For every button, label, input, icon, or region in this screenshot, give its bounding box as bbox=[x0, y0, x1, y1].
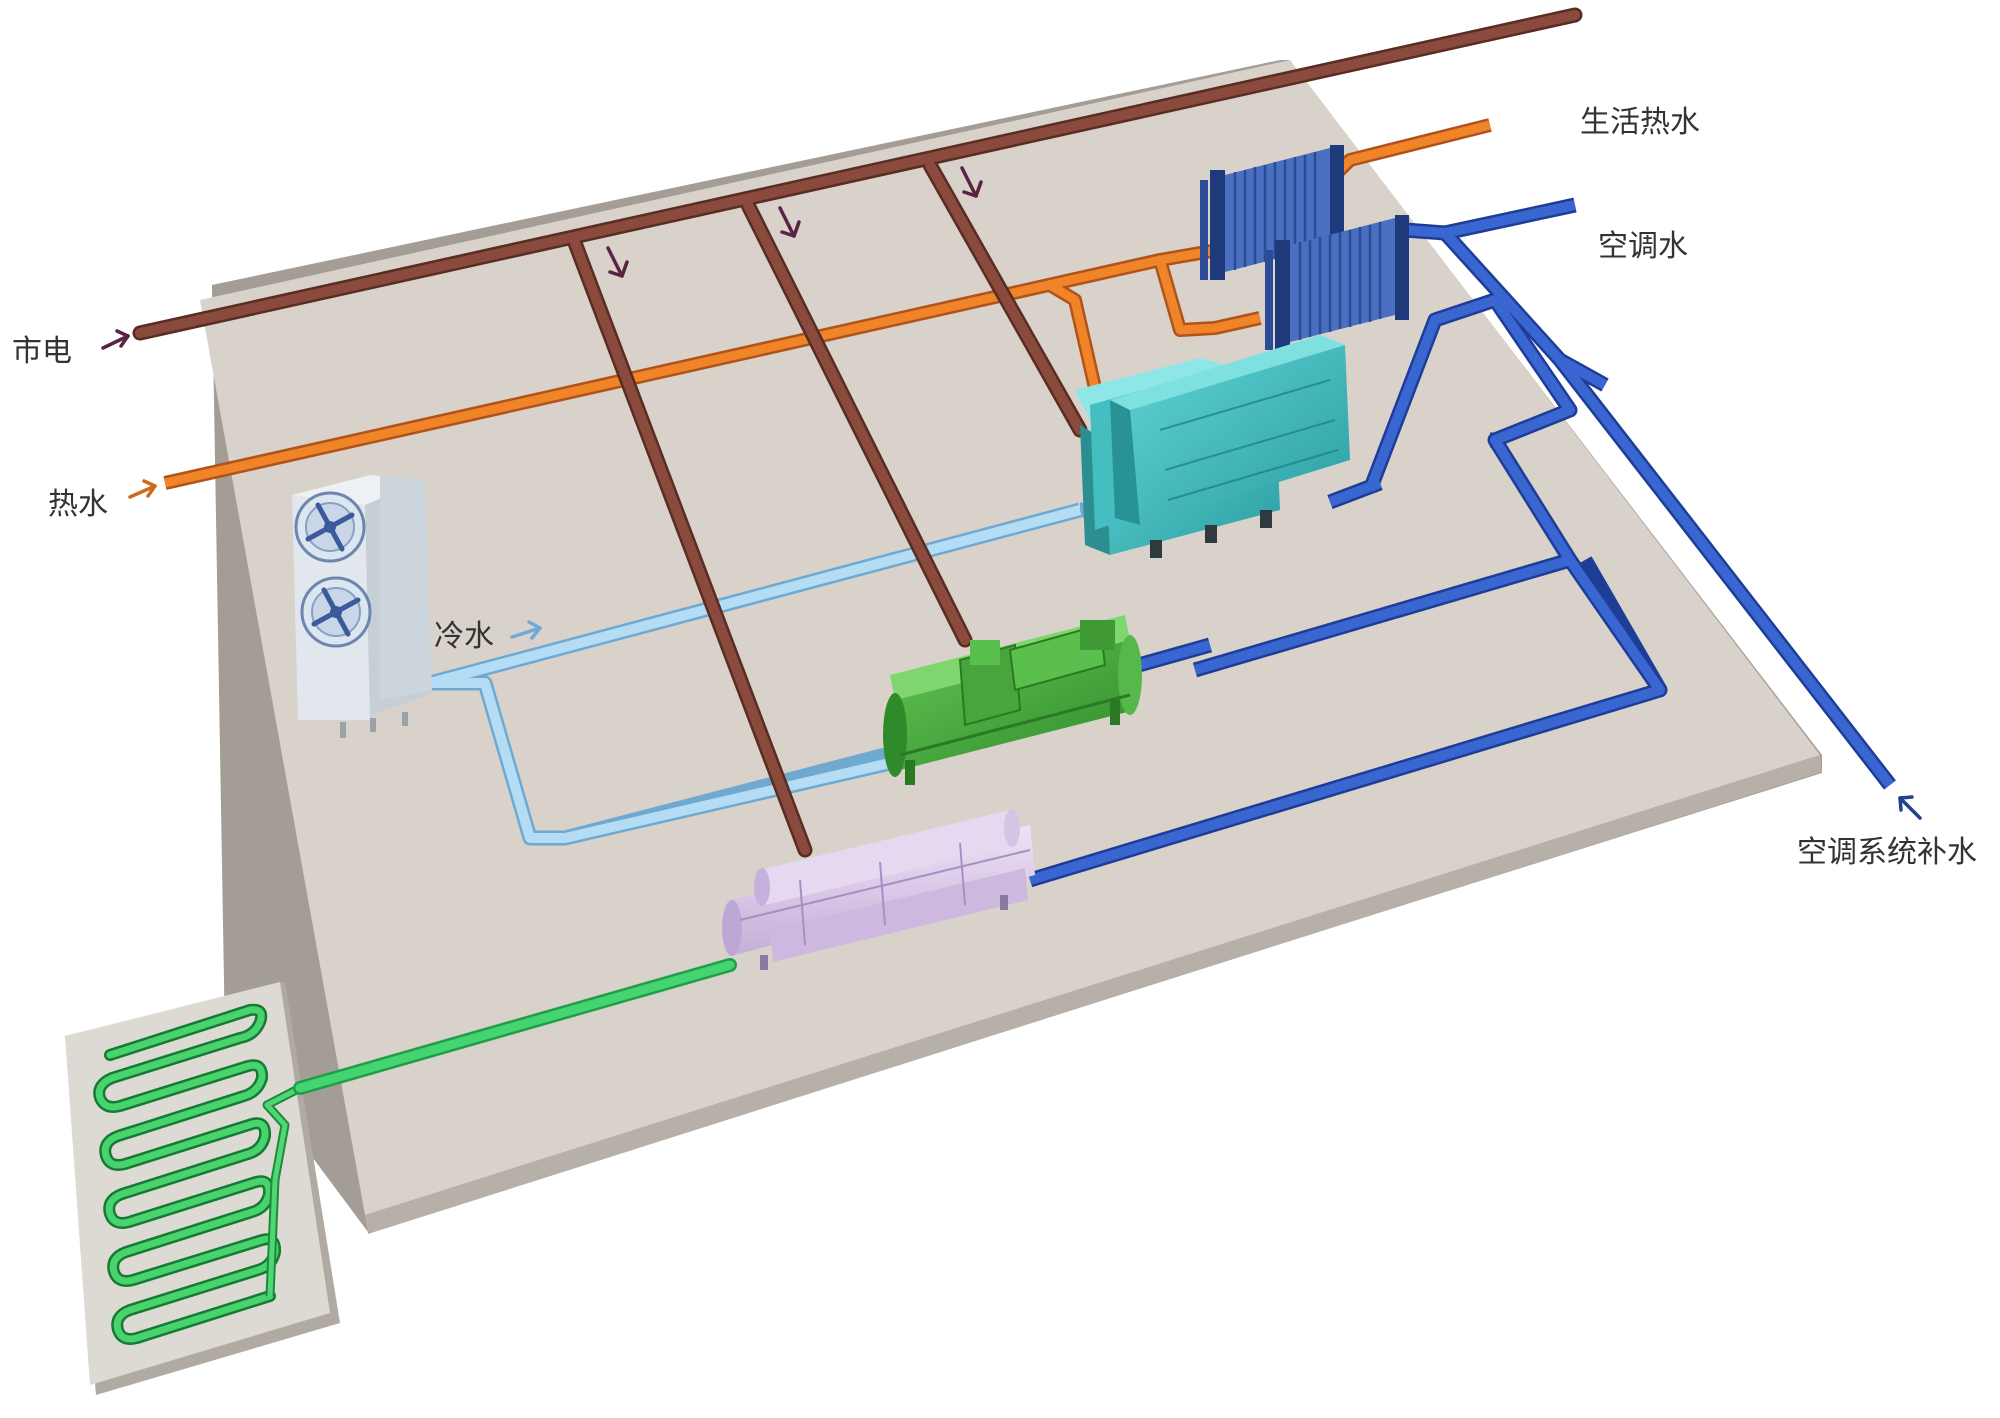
ground-source-pipe bbox=[293, 958, 737, 1095]
down-arrow-icon bbox=[778, 206, 801, 238]
city-power-label: 市电 bbox=[12, 334, 72, 369]
ac-makeup-water-label: 空调系统补水 bbox=[1797, 835, 1977, 870]
ac-water-label: 空调水 bbox=[1598, 229, 1688, 264]
plate-heat-exchanger-icon bbox=[1265, 215, 1409, 350]
label-arrows bbox=[101, 329, 1922, 820]
city-power-cables bbox=[132, 7, 1583, 858]
down-arrow-icon bbox=[606, 246, 629, 278]
hot-water-label: 热水 bbox=[48, 487, 108, 522]
ac-water-pipes bbox=[1027, 197, 1896, 888]
cold-water-label: 冷水 bbox=[434, 619, 494, 654]
absorption-chiller-icon bbox=[1075, 335, 1350, 558]
power-flow-arrows bbox=[606, 166, 983, 278]
fan-icon bbox=[300, 576, 372, 648]
fan-icon bbox=[294, 491, 366, 563]
plate-heat-exchanger-icon bbox=[1200, 145, 1344, 280]
ground-loop-panel bbox=[65, 982, 340, 1395]
screw-chiller-icon bbox=[883, 615, 1142, 785]
city-power-arrow-icon bbox=[101, 329, 130, 350]
domestic-hot-water-label: 生活热水 bbox=[1580, 105, 1700, 140]
cooling-tower bbox=[292, 475, 432, 738]
cold-water-arrow-icon bbox=[510, 620, 542, 640]
platform-top bbox=[200, 60, 1820, 1215]
ground-source-heat-pump-icon bbox=[722, 809, 1035, 970]
ac-makeup-water-arrow-icon bbox=[1898, 795, 1922, 820]
down-arrow-icon bbox=[960, 166, 983, 198]
hot-water-arrow-icon bbox=[128, 479, 157, 499]
